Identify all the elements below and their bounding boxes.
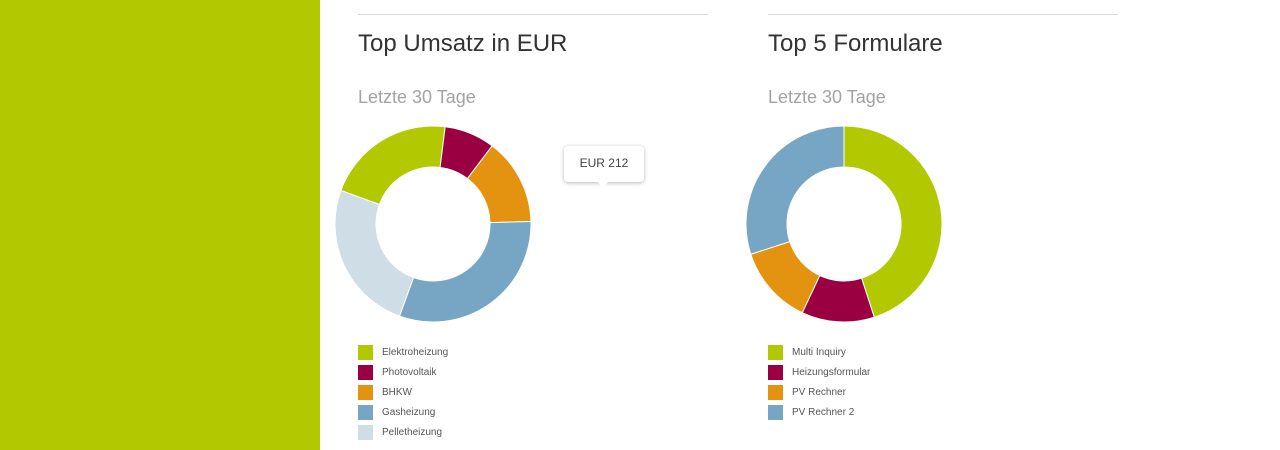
slice-gasheizung[interactable] bbox=[398, 221, 532, 323]
divider bbox=[768, 14, 1118, 15]
legend-item-pv-rechner-2[interactable]: PV Rechner 2 bbox=[768, 402, 870, 422]
legend-item-bhkw[interactable]: BHKW bbox=[358, 382, 448, 402]
tooltip-value: EUR 212 bbox=[579, 156, 629, 170]
legend-item-elektroheizung[interactable]: Elektroheizung bbox=[358, 342, 448, 362]
legend-swatch bbox=[768, 404, 783, 420]
slice-multi-inquiry[interactable] bbox=[843, 125, 943, 318]
chart-tooltip: EUR 212 bbox=[564, 146, 644, 188]
legend-item-pv-rechner[interactable]: PV Rechner bbox=[768, 382, 870, 402]
slice-pv-rechner-2[interactable] bbox=[745, 125, 845, 255]
legend-swatch bbox=[768, 384, 783, 400]
legend-label: Photovoltaik bbox=[382, 366, 437, 378]
legend-swatch bbox=[358, 424, 373, 440]
legend-swatch bbox=[358, 364, 373, 380]
legend-swatch bbox=[768, 344, 783, 360]
legend-label: Pelletheizung bbox=[382, 426, 443, 438]
legend-item-multi-inquiry[interactable]: Multi Inquiry bbox=[768, 342, 870, 362]
revenue-chart-subtitle: Letzte 30 Tage bbox=[358, 87, 476, 107]
forms-chart-panel: Top 5 Formulare Letzte 30 Tage Multi Inq… bbox=[745, 0, 1118, 450]
legend-label: Multi Inquiry bbox=[792, 346, 846, 358]
revenue-chart-title: Top Umsatz in EUR bbox=[358, 30, 568, 57]
legend-label: Elektroheizung bbox=[382, 346, 449, 358]
slice-elektroheizung[interactable] bbox=[340, 125, 446, 206]
revenue-chart-panel: Top Umsatz in EUR Letzte 30 Tage Elektro… bbox=[334, 0, 708, 450]
revenue-chart-legend: Elektroheizung Photovoltaik BHKW Gasheizung… bbox=[358, 342, 448, 442]
forms-chart-subtitle: Letzte 30 Tage bbox=[768, 87, 886, 107]
legend-label: PV Rechner bbox=[792, 386, 846, 398]
legend-label: Gasheizung bbox=[382, 406, 436, 418]
legend-item-pelletheizung[interactable]: Pelletheizung bbox=[358, 422, 448, 442]
legend-item-gasheizung[interactable]: Gasheizung bbox=[358, 402, 448, 422]
legend-label: BHKW bbox=[382, 386, 412, 398]
slice-pelletheizung[interactable] bbox=[334, 189, 415, 317]
legend-label: PV Rechner 2 bbox=[792, 406, 855, 418]
revenue-donut-chart[interactable] bbox=[334, 115, 708, 335]
sidebar bbox=[0, 0, 320, 450]
forms-chart-title: Top 5 Formulare bbox=[768, 30, 943, 57]
divider bbox=[358, 14, 708, 15]
legend-swatch bbox=[768, 364, 783, 380]
tooltip-arrow bbox=[597, 181, 609, 188]
legend-swatch bbox=[358, 404, 373, 420]
legend-label: Heizungsformular bbox=[792, 366, 871, 378]
legend-swatch bbox=[358, 384, 373, 400]
legend-item-heizungsformular[interactable]: Heizungsformular bbox=[768, 362, 870, 382]
legend-item-photovoltaik[interactable]: Photovoltaik bbox=[358, 362, 448, 382]
forms-chart-legend: Multi Inquiry Heizungsformular PV Rechner P… bbox=[768, 342, 870, 422]
forms-donut-chart[interactable] bbox=[745, 115, 1118, 335]
legend-swatch bbox=[358, 344, 373, 360]
